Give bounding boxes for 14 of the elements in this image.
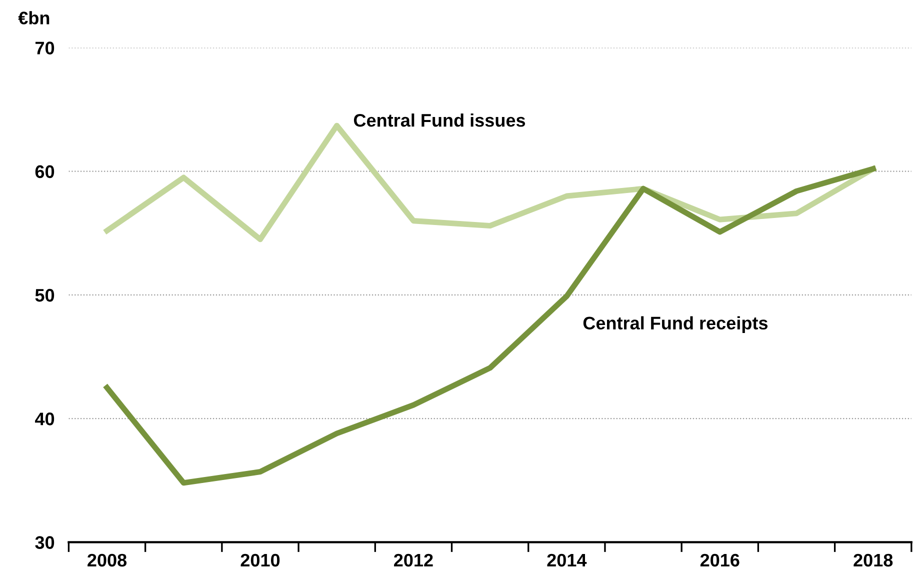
y-tick-label: 70 <box>36 42 54 54</box>
x-tick-label: 2014 <box>547 554 587 567</box>
x-tick-label: 2012 <box>394 554 433 567</box>
y-tick-label: 60 <box>35 165 54 178</box>
y-tick-label: 40 <box>35 412 54 426</box>
y-tick-label: 50 <box>35 288 54 302</box>
series-label: Central Fund issues <box>354 113 526 127</box>
series-label: Central Fund receipts <box>583 316 768 334</box>
x-tick-label: 2018 <box>854 554 893 567</box>
x-tick-label: 2010 <box>240 554 280 567</box>
y-axis-title: €bn <box>18 11 50 24</box>
x-tick-label: 2016 <box>700 554 740 567</box>
y-tick-label: 30 <box>35 536 54 549</box>
x-tick-label: 2008 <box>88 554 127 567</box>
